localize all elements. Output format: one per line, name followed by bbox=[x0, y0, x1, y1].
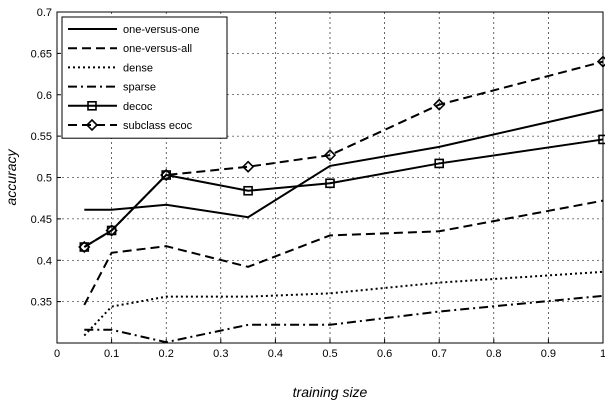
y-tick-label: 0.5 bbox=[37, 173, 52, 185]
data-point-diamond bbox=[78, 240, 91, 254]
legend-label: subclass ecoc bbox=[123, 120, 193, 132]
series-sparse bbox=[84, 294, 604, 344]
y-tick-label: 0.6 bbox=[37, 90, 52, 102]
data-point-square bbox=[87, 101, 97, 111]
series-one-versus-one bbox=[84, 108, 604, 219]
series-subclass-ecoc bbox=[78, 55, 605, 254]
data-point-diamond bbox=[241, 160, 255, 173]
y-tick-label: 0.35 bbox=[31, 297, 52, 309]
x-tick-label: 0.3 bbox=[213, 348, 228, 360]
data-point-diamond bbox=[85, 118, 99, 132]
series-line bbox=[83, 138, 604, 248]
x-tick-label: 0.9 bbox=[541, 348, 556, 360]
data-point-square bbox=[243, 185, 253, 196]
y-tick-label: 0.55 bbox=[31, 131, 52, 143]
data-point-diamond bbox=[323, 149, 337, 162]
data-point-square bbox=[325, 178, 335, 189]
data-point-diamond bbox=[105, 224, 118, 237]
legend-box bbox=[61, 16, 228, 139]
series-line bbox=[83, 199, 604, 306]
series-decoc bbox=[79, 134, 605, 252]
x-tick-label: 0.5 bbox=[322, 348, 337, 360]
legend-label: decoc bbox=[123, 101, 153, 113]
series-one-versus-all bbox=[83, 199, 604, 306]
x-tick-label: 0.4 bbox=[268, 348, 283, 360]
legend-label: sparse bbox=[123, 82, 156, 94]
data-point-square bbox=[434, 158, 445, 169]
legend: one-versus-one one-versus-all dense sparse d… bbox=[61, 16, 228, 139]
y-axis-label: accuracy bbox=[3, 148, 19, 205]
legend-label: one-versus-one bbox=[123, 24, 199, 36]
series-line bbox=[84, 294, 604, 344]
x-tick-label: 0 bbox=[54, 348, 60, 360]
y-tick-label: 0.7 bbox=[37, 7, 52, 19]
series-group bbox=[78, 55, 605, 344]
y-tick-label: 0.65 bbox=[31, 48, 52, 60]
x-tick-label: 0.1 bbox=[104, 348, 119, 360]
tick-group: 0 0.1 0.2 0.3 0.4 0.5 0.6 0.7 0.8 0.9 1 0.35 0.4 0.45… bbox=[31, 7, 605, 360]
y-tick-label: 0.4 bbox=[37, 255, 52, 267]
x-tick-label: 0.6 bbox=[377, 348, 392, 360]
legend-label: one-versus-all bbox=[123, 43, 192, 55]
x-tick-label: 0.2 bbox=[159, 348, 174, 360]
x-tick-label: 0.8 bbox=[486, 348, 501, 360]
series-line bbox=[84, 108, 604, 219]
data-point-diamond bbox=[160, 168, 173, 182]
x-tick-label: 0.7 bbox=[432, 348, 447, 360]
data-point-diamond bbox=[433, 98, 446, 111]
x-tick-label: 1 bbox=[600, 348, 605, 360]
x-axis-label: training size bbox=[293, 384, 368, 400]
series-line bbox=[83, 60, 604, 248]
legend-label: dense bbox=[123, 62, 153, 74]
y-tick-label: 0.45 bbox=[31, 214, 52, 226]
